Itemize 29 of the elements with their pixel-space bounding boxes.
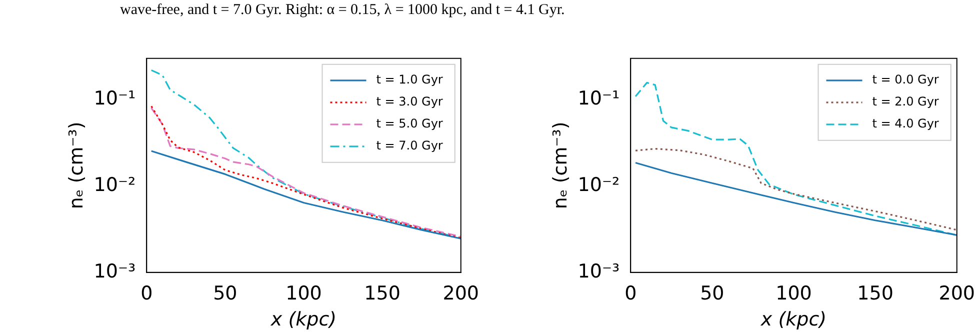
legend-label: t = 3.0 Gyr	[376, 94, 443, 109]
legend-label: t = 7.0 Gyr	[376, 138, 443, 153]
y-axis-title: nₑ (cm⁻³)	[65, 122, 88, 210]
y-tick-label: 10⁻²	[578, 174, 620, 196]
y-tick-label: 10⁻¹	[94, 88, 136, 110]
x-tick-label: 200	[442, 282, 479, 305]
x-tick-label: 50	[213, 282, 238, 305]
legend-label: t = 2.0 Gyr	[872, 94, 939, 109]
line-series	[634, 148, 957, 231]
x-tick-label: 0	[140, 282, 153, 305]
legend-label: t = 0.0 Gyr	[872, 72, 939, 87]
legend-label: t = 1.0 Gyr	[376, 72, 443, 87]
x-tick-label: 50	[700, 282, 724, 305]
x-tick-label: 0	[624, 282, 637, 305]
x-tick-label: 150	[857, 282, 894, 305]
x-tick-label: 200	[938, 282, 975, 305]
x-axis-title: x (kpc)	[270, 308, 337, 331]
y-tick-label: 10⁻³	[578, 260, 620, 282]
legend-label: t = 4.0 Gyr	[872, 116, 939, 131]
y-tick-label: 10⁻³	[94, 260, 136, 282]
x-tick-label: 100	[776, 282, 812, 305]
text: wave-free, and t = 7.0 Gyr. Right: α = 0.15, λ = 1000 kpc, and t = 4.1 Gyr.	[120, 2, 565, 19]
y-axis-title: nₑ (cm⁻³)	[549, 122, 572, 210]
x-tick-label: 150	[364, 282, 400, 305]
legend-label: t = 5.0 Gyr	[376, 116, 443, 131]
x-tick-label: 100	[286, 282, 322, 305]
y-tick-label: 10⁻²	[94, 174, 136, 196]
y-tick-label: 10⁻¹	[578, 88, 620, 110]
x-axis-title: x (kpc)	[760, 308, 827, 331]
